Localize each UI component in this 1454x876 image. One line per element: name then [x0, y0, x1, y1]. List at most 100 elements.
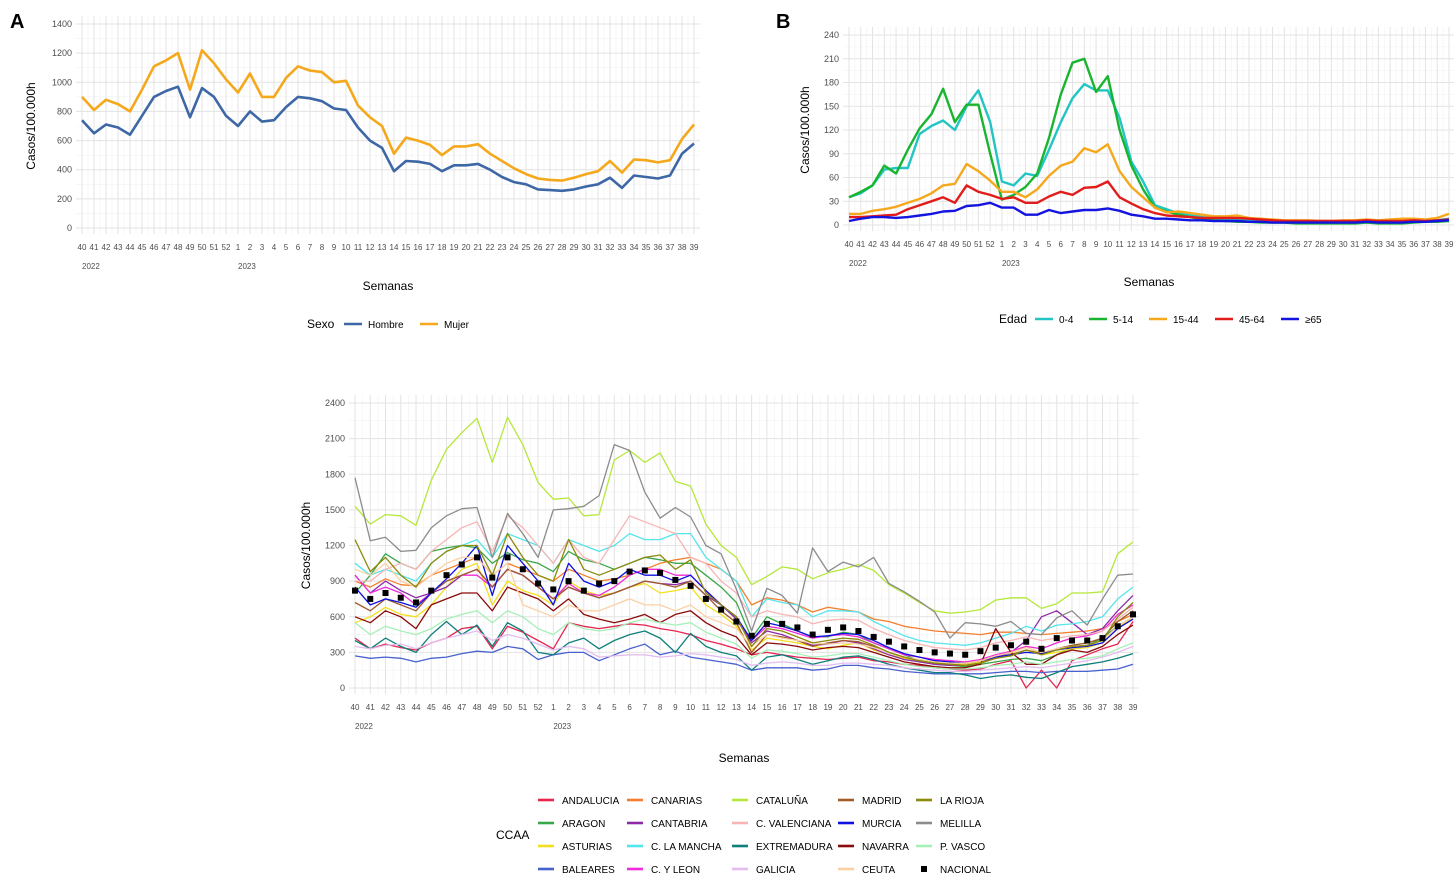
x-tick-label: 36: [654, 243, 663, 252]
series-marker-nacional: [382, 590, 389, 596]
x-tick-label: 46: [915, 240, 924, 249]
series-line-catalu-a: [354, 416, 1134, 614]
series-line-melilla: [354, 443, 1134, 639]
series-marker-nacional: [748, 632, 755, 639]
x-tick-label: 20: [1221, 240, 1230, 249]
series-line-baleares: [354, 643, 1134, 675]
x-tick-label: 30: [991, 703, 1000, 712]
year-label: 2023: [238, 262, 256, 271]
chart-a: 40 41 42 43 44 45 46 47 48 49 50 51 52 1 2 3 4 5 6 7 8 9 10 11 1…: [24, 16, 700, 331]
series-marker-nacional: [946, 650, 953, 657]
panel-label-a: A: [10, 11, 24, 33]
x-tick-label: 25: [1280, 240, 1289, 249]
x-tick-label: 43: [396, 703, 405, 712]
x-tick-label: 37: [1421, 240, 1430, 249]
series-marker-nacional: [535, 580, 542, 587]
x-tick-label: 25: [522, 243, 531, 252]
x-tick-label: 21: [1233, 240, 1242, 249]
legend-label: C. Y LEON: [651, 865, 700, 876]
x-tick-label: 21: [854, 703, 863, 712]
series-line-hombre: [81, 85, 695, 193]
y-tick-label: 1200: [325, 541, 345, 551]
y-axis-title: Casos/100.000h: [299, 502, 313, 589]
x-tick-label: 17: [426, 243, 435, 252]
x-tick-label: 50: [198, 243, 207, 252]
series-marker-nacional: [580, 587, 587, 594]
series-marker-nacional: [1023, 638, 1030, 645]
x-tick-label: 39: [1445, 240, 1454, 249]
y-tick-label: 2100: [325, 434, 345, 444]
series-marker-nacional: [824, 626, 831, 633]
series-marker-nacional: [733, 618, 740, 625]
legend-label: LA RIOJA: [940, 796, 984, 807]
x-tick-label: 24: [1268, 240, 1277, 249]
x-tick-label: 37: [666, 243, 675, 252]
y-tick-label: 30: [829, 196, 839, 206]
legend-label: Hombre: [368, 320, 404, 331]
x-tick-label: 38: [1433, 240, 1442, 249]
x-tick-label: 3: [1023, 240, 1028, 249]
x-tick-label: 49: [186, 243, 195, 252]
legend-label: C. LA MANCHA: [651, 842, 722, 853]
series-marker-nacional: [1130, 611, 1136, 618]
series-marker-nacional: [855, 628, 862, 634]
legend-label: ASTURIAS: [562, 842, 612, 853]
y-tick-label: 120: [824, 125, 839, 135]
series-marker-nacional: [550, 586, 557, 593]
x-tick-label: 30: [1339, 240, 1348, 249]
year-label: 2023: [553, 722, 571, 731]
x-tick-label: 51: [518, 703, 527, 712]
x-tick-label: 24: [510, 243, 519, 252]
legend-title: CCAA: [496, 828, 529, 842]
legend-label: GALICIA: [756, 865, 796, 876]
chart-b: 40 41 42 43 44 45 46 47 48 49 50 51 52 1 2 3 4 5 6 7 8 9 10 11 1…: [798, 27, 1454, 326]
series-marker-nacional: [413, 599, 420, 606]
series-marker-nacional: [1099, 635, 1106, 642]
y-tick-label: 200: [57, 194, 72, 204]
x-tick-label: 4: [272, 243, 277, 252]
x-tick-label: 8: [1082, 240, 1087, 249]
x-tick-label: 20: [462, 243, 471, 252]
legend-label: MURCIA: [862, 819, 902, 830]
x-tick-label: 47: [927, 240, 936, 249]
x-tick-label: 6: [296, 243, 301, 252]
x-tick-label: 23: [498, 243, 507, 252]
x-tick-label: 21: [474, 243, 483, 252]
legend-label: ARAGON: [562, 819, 605, 830]
x-tick-label: 35: [1397, 240, 1406, 249]
x-tick-label: 12: [717, 703, 726, 712]
x-tick-label: 13: [1139, 240, 1148, 249]
x-tick-label: 35: [642, 243, 651, 252]
series-line-65: [848, 201, 1450, 224]
series-marker-nacional: [565, 578, 572, 585]
x-tick-label: 36: [1083, 703, 1092, 712]
x-tick-label: 11: [354, 243, 363, 252]
x-tick-label: 19: [450, 243, 459, 252]
x-tick-label: 1: [1000, 240, 1005, 249]
x-tick-label: 41: [366, 703, 375, 712]
series-marker-nacional: [458, 561, 465, 568]
y-tick-label: 800: [57, 106, 72, 116]
x-tick-label: 26: [1292, 240, 1301, 249]
y-tick-label: 1000: [52, 77, 72, 87]
x-tick-label: 34: [1052, 703, 1061, 712]
x-tick-label: 2: [1011, 240, 1016, 249]
x-tick-label: 37: [1098, 703, 1107, 712]
x-tick-label: 26: [534, 243, 543, 252]
x-tick-label: 48: [174, 243, 183, 252]
series-marker-nacional: [1068, 637, 1075, 644]
x-tick-label: 45: [903, 240, 912, 249]
series-marker-nacional: [657, 569, 664, 576]
series-marker-nacional: [367, 595, 374, 602]
legend-label: BALEARES: [562, 865, 615, 876]
x-tick-label: 6: [627, 703, 632, 712]
legend-label: MADRID: [862, 796, 901, 807]
x-tick-label: 52: [534, 703, 543, 712]
x-tick-label: 12: [1127, 240, 1136, 249]
x-tick-label: 18: [808, 703, 817, 712]
series-line-45-64: [849, 180, 1450, 223]
y-tick-label: 300: [330, 647, 345, 657]
legend-title: Edad: [999, 312, 1027, 326]
series-marker-nacional: [962, 651, 969, 658]
y-tick-label: 900: [330, 576, 345, 586]
